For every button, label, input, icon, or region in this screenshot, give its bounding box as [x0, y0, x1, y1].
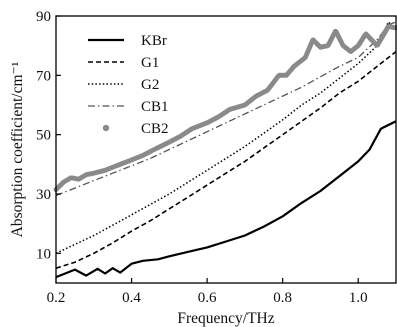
series-line-cb2 — [53, 23, 397, 193]
x-tick-label: 0.6 — [198, 290, 217, 306]
plot-frame — [55, 15, 397, 284]
x-axis-label: Frequency/THz — [177, 310, 274, 327]
y-tick-label: 50 — [36, 128, 51, 144]
legend-label-cb2: CB2 — [141, 121, 169, 137]
legend: KBr G1 G2 CB1 CB2 — [88, 33, 169, 137]
y-tick-label: 70 — [36, 68, 51, 84]
y-axis-label: Absorption coefficient/cm⁻¹ — [9, 61, 26, 237]
series-line-g1 — [55, 50, 397, 269]
x-tick-label: 1.0 — [349, 290, 368, 306]
series-line-cb1 — [55, 21, 397, 197]
series-line-kbr — [55, 120, 397, 279]
series-layer — [53, 21, 397, 279]
y-tick-label: 90 — [36, 9, 51, 25]
legend-label-g1: G1 — [141, 55, 159, 71]
legend-label-g2: G2 — [141, 77, 159, 93]
legend-label-cb1: CB1 — [141, 99, 169, 115]
ticks-layer: 0.2 0.4 0.6 0.8 1.0 10 30 50 70 90 — [36, 9, 368, 306]
y-tick-label: 30 — [36, 187, 51, 203]
x-tick-label: 0.8 — [273, 290, 292, 306]
y-tick-label: 10 — [36, 246, 51, 262]
x-tick-label: 0.2 — [47, 290, 66, 306]
series-line-g2 — [55, 21, 397, 254]
legend-label-kbr: KBr — [141, 33, 167, 49]
legend-swatch-cb2 — [102, 124, 110, 132]
x-tick-label: 0.4 — [122, 290, 141, 306]
